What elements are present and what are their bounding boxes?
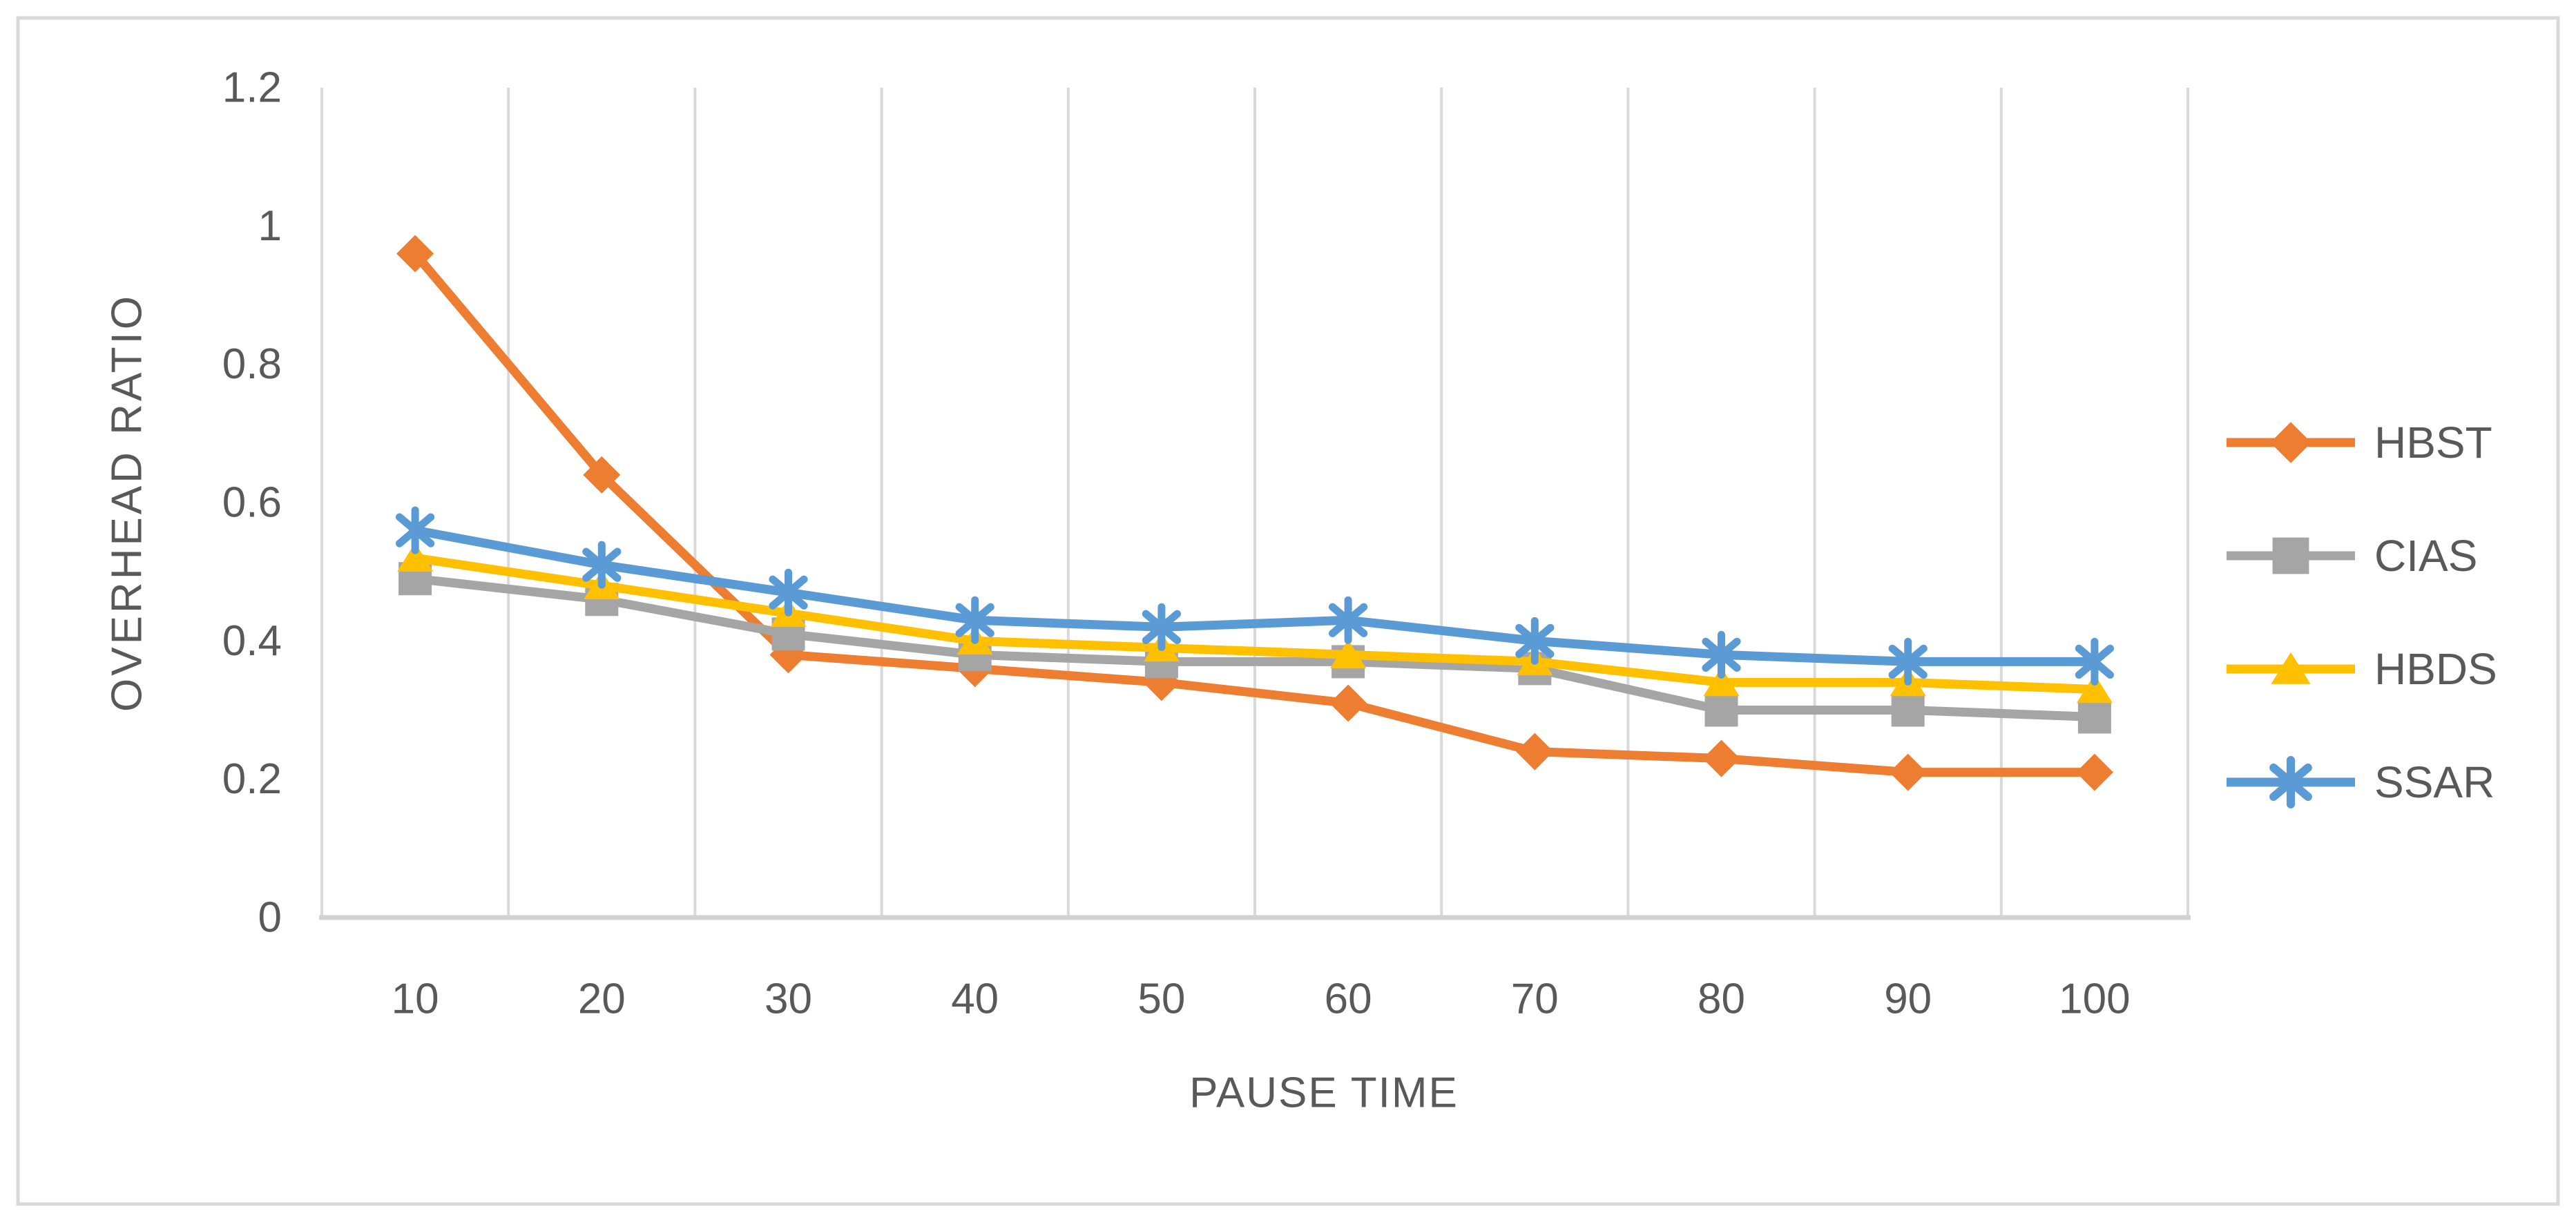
x-tick-label: 40 (951, 976, 999, 1023)
legend-label: HBST (2374, 418, 2492, 467)
triangle-marker-icon (397, 543, 434, 572)
triangle-marker-icon (1330, 639, 1367, 669)
legend-marker (2269, 756, 2312, 808)
y-tick-labels: 0 0.2 0.4 0.6 0.8 1 1.2 (222, 64, 282, 942)
asterisk-marker-icon (582, 541, 622, 589)
series-marker (955, 596, 994, 644)
triangle-marker-icon (2271, 652, 2311, 684)
x-tick-label: 90 (1884, 976, 1932, 1023)
x-tick-label: 70 (1511, 976, 1559, 1023)
legend-marker (2270, 422, 2311, 463)
series-marker (2075, 753, 2113, 791)
y-tick-label: 1 (258, 202, 282, 250)
series-marker (1891, 693, 1925, 727)
diamond-marker-icon (1889, 753, 1927, 791)
asterisk-marker-icon (395, 506, 435, 554)
legend-marker (2271, 652, 2311, 684)
series-marker (395, 506, 435, 554)
legend-label: HBDS (2374, 644, 2497, 694)
series-marker (1329, 684, 1367, 722)
series-SSAR (395, 506, 2115, 686)
asterisk-marker-icon (1888, 637, 1928, 686)
square-marker-icon (2077, 700, 2111, 734)
asterisk-marker-icon (1702, 630, 1741, 679)
triangle-marker-icon (2076, 674, 2113, 704)
series-marker (1142, 603, 1182, 651)
series-line (414, 574, 2095, 722)
series-marker (1516, 733, 1554, 770)
x-tick-label: 10 (392, 976, 439, 1023)
series-marker (1328, 596, 1368, 644)
y-tick-label: 0.4 (222, 617, 282, 665)
square-marker-icon (2272, 537, 2309, 574)
series-marker (2075, 637, 2115, 686)
series-marker (1515, 617, 1555, 665)
legend-item-HBDS: HBDS (2227, 644, 2497, 694)
legend-label: SSAR (2374, 757, 2495, 807)
series-line (414, 553, 2095, 694)
square-marker-icon (1704, 693, 1738, 727)
diamond-marker-icon (2270, 422, 2311, 463)
x-tick-label: 100 (2059, 976, 2130, 1023)
asterisk-marker-icon (2075, 637, 2115, 686)
series-marker (2077, 700, 2111, 734)
diamond-marker-icon (396, 235, 434, 273)
diamond-marker-icon (2075, 753, 2113, 791)
series-marker (583, 456, 621, 494)
series-line (412, 251, 2095, 777)
legend-item-CIAS: CIAS (2227, 531, 2477, 581)
series-HBDS (397, 543, 2113, 704)
diamond-marker-icon (1702, 739, 1740, 777)
x-tick-label: 30 (765, 976, 812, 1023)
diamond-marker-icon (1329, 684, 1367, 722)
series-marker (1702, 630, 1741, 679)
series-marker (1702, 739, 1740, 777)
series-marker (1889, 753, 1927, 791)
y-tick-label: 0.2 (222, 755, 282, 803)
asterisk-marker-icon (2269, 756, 2312, 808)
y-tick-label: 1.2 (222, 64, 282, 112)
asterisk-marker-icon (769, 568, 808, 617)
x-tick-label: 20 (578, 976, 626, 1023)
diamond-marker-icon (583, 456, 621, 494)
series-marker (1888, 637, 1928, 686)
legend-marker (2272, 537, 2309, 574)
series-marker (582, 541, 622, 589)
series-line (414, 525, 2095, 666)
series-marker (2076, 674, 2113, 704)
x-tick-label: 50 (1137, 976, 1185, 1023)
series-marker (1704, 693, 1738, 727)
series-marker (1703, 667, 1740, 697)
asterisk-marker-icon (955, 596, 994, 644)
diamond-marker-icon (1516, 733, 1554, 770)
legend: HBST CIAS HBDS SSAR (2227, 418, 2497, 808)
legend-item-SSAR: SSAR (2227, 756, 2495, 808)
series-marker (397, 543, 434, 572)
x-tick-label: 60 (1325, 976, 1372, 1023)
series-marker (396, 235, 434, 273)
y-tick-label: 0.8 (222, 340, 282, 388)
y-tick-label: 0.6 (222, 479, 282, 527)
triangle-marker-icon (1703, 667, 1740, 697)
x-axis-title: PAUSE TIME (1189, 1069, 1459, 1117)
x-tick-labels: 10 20 30 40 50 60 70 80 90 100 (392, 976, 2131, 1023)
y-tick-label: 0 (258, 894, 282, 942)
asterisk-marker-icon (1328, 596, 1368, 644)
asterisk-marker-icon (1515, 617, 1555, 665)
square-marker-icon (1891, 693, 1925, 727)
figure-border (16, 16, 2560, 1206)
legend-item-HBST: HBST (2227, 418, 2492, 467)
legend-label: CIAS (2374, 531, 2477, 581)
y-axis-title: OVERHEAD RATIO (104, 293, 151, 712)
asterisk-marker-icon (1142, 603, 1182, 651)
x-tick-label: 80 (1698, 976, 1745, 1023)
series-marker (769, 568, 808, 617)
gridlines (320, 88, 2189, 918)
series-marker (1330, 639, 1367, 669)
